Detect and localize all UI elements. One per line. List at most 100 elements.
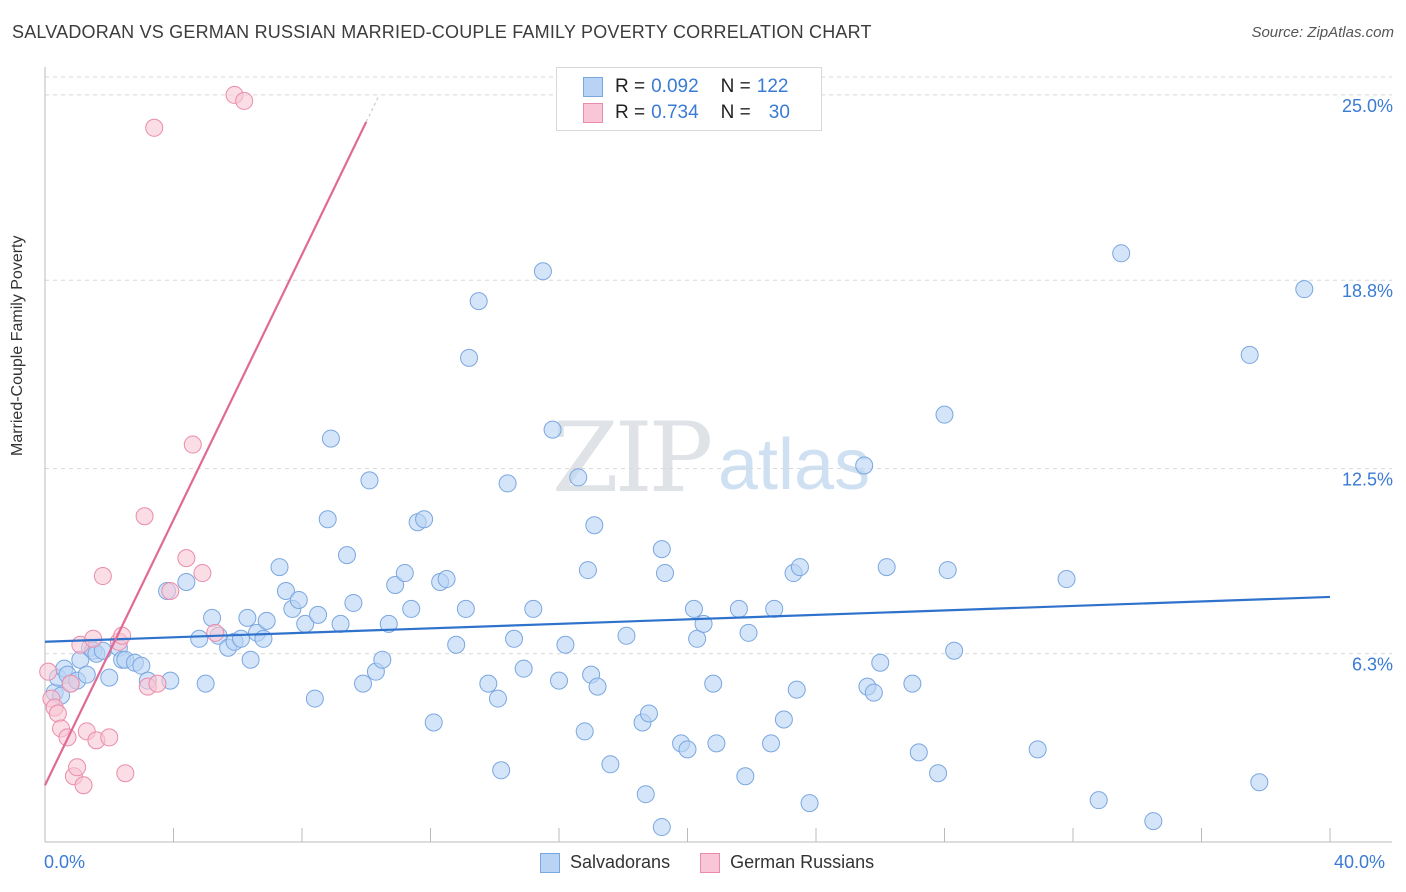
- salvadoran-point: [514, 659, 533, 678]
- salvadoran-point: [309, 605, 328, 624]
- german-russian-point: [206, 623, 225, 642]
- salvadoran-point: [337, 546, 356, 565]
- german-russian-point: [68, 758, 87, 777]
- salvadoran-point: [77, 665, 96, 684]
- salvadoran-point: [231, 629, 250, 648]
- legend-label-german-russians: German Russians: [730, 852, 875, 872]
- salvadoran-point: [588, 677, 607, 696]
- salvadoran-point: [331, 614, 350, 633]
- salvadoran-point: [1240, 345, 1259, 364]
- watermark-atlas: atlas: [718, 425, 871, 505]
- y-tick-label: 25.0%: [1342, 96, 1393, 116]
- german-russian-trend-line: [44, 121, 368, 786]
- salvadoran-point: [402, 599, 421, 618]
- salvadoran-point: [556, 635, 575, 654]
- salvadoran-point: [903, 674, 922, 693]
- salvadoran-point: [354, 674, 373, 693]
- salvadoran-point: [800, 794, 819, 813]
- salvadoran-point: [344, 593, 363, 612]
- salvadoran-point: [373, 650, 392, 669]
- salvadoran-point: [360, 471, 379, 490]
- salvadoran-point: [855, 456, 874, 475]
- salvadoran-point: [1089, 791, 1108, 810]
- salvadoran-point: [935, 405, 954, 424]
- german-russian-point: [193, 564, 212, 583]
- salvadoran-point: [790, 558, 809, 577]
- salvadoran-point: [469, 292, 488, 311]
- salvadoran-point: [636, 785, 655, 804]
- salvadoran-point: [688, 629, 707, 648]
- salvadoran-point: [707, 734, 726, 753]
- salvadoran-point: [704, 674, 723, 693]
- salvadoran-point: [254, 629, 273, 648]
- salvadoran-point: [684, 599, 703, 618]
- legend-row-german-russians: R = 0.734 N = 30: [583, 102, 790, 124]
- salvadoran-point: [639, 704, 658, 723]
- german-russian-point: [177, 549, 196, 568]
- salvadoran-point: [386, 576, 405, 595]
- salvadoran-point: [864, 683, 883, 702]
- salvadoran-point: [929, 764, 948, 783]
- salvadoran-point: [492, 761, 511, 780]
- y-tick-label: 12.5%: [1342, 469, 1393, 489]
- salvadoran-point: [938, 561, 957, 580]
- salvadoran-point: [437, 570, 456, 589]
- salvadoran-point: [578, 561, 597, 580]
- salvadoran-point: [479, 674, 498, 693]
- salvadoran-point: [177, 573, 196, 592]
- salvadoran-point: [656, 564, 675, 583]
- salvadoran-point: [132, 656, 151, 675]
- salvadoran-point: [241, 650, 260, 669]
- german-russian-point: [39, 662, 58, 681]
- german-russian-point: [183, 435, 202, 454]
- salvadoran-point: [762, 734, 781, 753]
- legend-r-label: R =: [615, 76, 646, 97]
- legend-n-label: N =: [720, 102, 751, 123]
- chart-title: SALVADORAN VS GERMAN RUSSIAN MARRIED-COU…: [12, 22, 872, 42]
- salvadoran-point: [652, 818, 671, 837]
- german-russian-point: [61, 674, 80, 693]
- x-axis-max-label: 40.0%: [1334, 852, 1386, 872]
- salvadoran-point: [505, 629, 524, 648]
- german-russian-point: [135, 507, 154, 526]
- legend-item-salvadorans: Salvadorans: [540, 852, 670, 873]
- salvadoran-point: [203, 608, 222, 627]
- stats-legend: R = 0.092 N = 122 R = 0.734 N = 30: [556, 67, 822, 131]
- german-russian-point: [116, 764, 135, 783]
- salvadoran-point: [1295, 280, 1314, 299]
- salvadoran-point: [456, 599, 475, 618]
- salvadoran-point: [321, 429, 340, 448]
- salvadoran-point: [460, 348, 479, 367]
- german-russian-point: [235, 91, 254, 110]
- salvadoran-point: [585, 516, 604, 535]
- salvadoran-point: [652, 540, 671, 559]
- salvadoran-point: [765, 599, 784, 618]
- legend-row-salvadorans: R = 0.092 N = 122: [583, 76, 788, 98]
- salvadoran-point: [787, 680, 806, 699]
- salvadoran-point: [739, 623, 758, 642]
- legend-r-label: R =: [615, 102, 646, 123]
- legend-swatch-pink: [700, 852, 721, 873]
- legend-n-label: N =: [720, 76, 751, 97]
- salvadoran-point: [447, 635, 466, 654]
- salvadoran-point: [415, 510, 434, 529]
- german-russian-point: [148, 674, 167, 693]
- legend-swatch-pink: [583, 103, 603, 123]
- x-axis-min-label: 0.0%: [44, 852, 86, 872]
- salvadoran-point: [395, 564, 414, 583]
- legend-label-salvadorans: Salvadorans: [570, 852, 671, 872]
- y-tick-label: 6.3%: [1352, 655, 1393, 675]
- salvadoran-point: [488, 689, 507, 708]
- salvadoran-point: [318, 510, 337, 529]
- legend-item-german-russians: German Russians: [700, 852, 874, 873]
- salvadoran-point: [543, 420, 562, 439]
- salvadoran-point: [238, 608, 257, 627]
- salvadoran-point: [569, 468, 588, 487]
- salvadoran-point: [575, 722, 594, 741]
- legend-swatch-blue: [583, 77, 603, 97]
- salvadoran-point: [1112, 244, 1131, 263]
- salvadoran-point: [729, 599, 748, 618]
- salvadoran-point: [736, 767, 755, 786]
- german-russian-point: [161, 581, 180, 600]
